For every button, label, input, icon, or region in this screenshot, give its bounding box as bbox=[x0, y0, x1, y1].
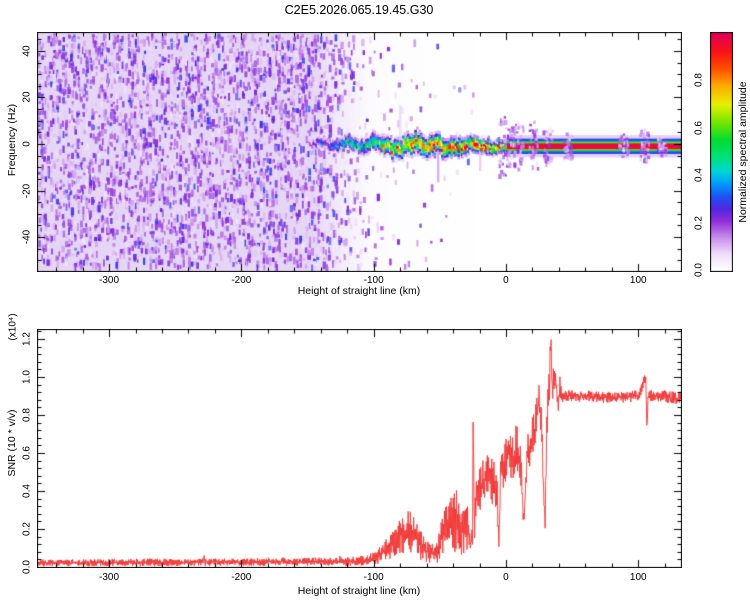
snr-x-tick-label: -100 bbox=[363, 572, 384, 583]
snr-x-tick-label: 0 bbox=[503, 572, 509, 583]
snr-y-tick-label: 0.8 bbox=[21, 408, 33, 422]
colorbar-label: Normalized spectral amplitude bbox=[737, 81, 749, 223]
spectrogram-y-axis-label: Frequency (Hz) bbox=[6, 103, 18, 177]
spectrogram-x-tick-label: 0 bbox=[503, 275, 509, 286]
snr-x-tick-label: -200 bbox=[231, 572, 252, 583]
snr-y-tick-label: 0.6 bbox=[21, 446, 33, 460]
snr-y-tick-label: 1.0 bbox=[21, 369, 33, 384]
colorbar-tick-label: 0.0 bbox=[693, 263, 705, 277]
colorbar-tick-label: 0.6 bbox=[693, 120, 705, 135]
snr-x-tick-label: 100 bbox=[629, 572, 647, 583]
snr-y-axis-label: SNR (10 * v/v) bbox=[6, 409, 18, 477]
spectrogram-x-tick-label: -300 bbox=[99, 275, 120, 286]
spectrogram-x-tick-label: -100 bbox=[363, 275, 384, 286]
figure-title: C2E5.2026.065.19.45.G30 bbox=[284, 3, 434, 17]
colorbar-tick-label: 0.8 bbox=[693, 73, 705, 88]
colorbar-tick-label: 0.4 bbox=[693, 168, 705, 183]
spectrogram-x-tick-label: -200 bbox=[231, 275, 252, 286]
snr-y-tick-label: 0.2 bbox=[21, 522, 33, 536]
snr-x-axis-label: Height of straight line (km) bbox=[297, 585, 421, 597]
snr-y-tick-label: 0.4 bbox=[21, 484, 33, 498]
colorbar-canvas bbox=[710, 32, 733, 272]
spectrogram-y-tick-label: 20 bbox=[21, 91, 33, 103]
spectrogram-y-tick-label: 40 bbox=[21, 45, 33, 57]
snr-y-tick-label: 0.0 bbox=[21, 560, 33, 574]
snr-y-axis-scale-label: (x10⁴) bbox=[7, 313, 19, 341]
spectrogram-y-tick-label: -40 bbox=[21, 229, 33, 245]
spectrogram-y-tick-label: 0 bbox=[21, 141, 33, 147]
spectrogram-x-tick-label: 100 bbox=[629, 275, 647, 286]
snr-y-tick-label: 1.2 bbox=[21, 331, 33, 346]
spectrogram-canvas bbox=[37, 32, 682, 272]
snr-x-tick-label: -300 bbox=[99, 572, 120, 583]
colorbar-tick-label: 0.2 bbox=[693, 215, 705, 230]
spectrogram-y-tick-label: -20 bbox=[21, 183, 33, 198]
snr-plot-canvas bbox=[37, 329, 682, 568]
spectrogram-x-axis-label: Height of straight line (km) bbox=[297, 285, 421, 297]
